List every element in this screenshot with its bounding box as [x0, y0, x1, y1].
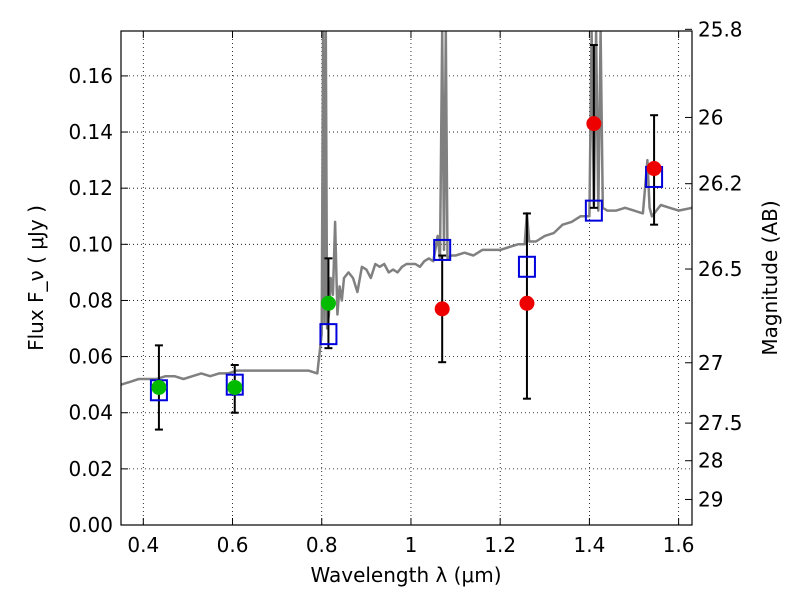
- model-point-square: [319, 323, 338, 346]
- observed-point: [434, 301, 450, 317]
- x-tick-label: 1: [405, 533, 418, 557]
- axis-ticks: 0.4 0.6 0.8 1 1.2 1.4 1.6 0.00 0.02 0.04 0.06 0.08 0…: [68, 17, 742, 557]
- y-tick-label: 0.08: [68, 288, 113, 312]
- data-markers: [149, 44, 664, 431]
- y-axis-label: Flux F_ν ( μJy ): [24, 205, 48, 351]
- right-tick-label: 26: [698, 105, 723, 129]
- y-tick-label: 0.06: [68, 345, 113, 369]
- x-tick-label: 1.4: [573, 533, 605, 557]
- y-tick-label: 0.02: [68, 457, 113, 481]
- y-tick-label: 0.12: [68, 176, 113, 200]
- model-point-square: [433, 238, 452, 261]
- x-tick-label: 1.6: [663, 533, 695, 557]
- right-tick-label: 26.2: [698, 172, 743, 196]
- y-tick-label: 0.00: [68, 513, 113, 537]
- y-tick-label: 0.14: [68, 120, 113, 144]
- y-tick-label: 0.16: [68, 64, 113, 88]
- observed-point: [320, 295, 336, 311]
- x-tick-label: 0.4: [127, 533, 159, 557]
- x-tick-label: 1.2: [484, 533, 516, 557]
- right-tick-label: 27: [698, 351, 723, 375]
- right-tick-label: 26.5: [698, 257, 743, 281]
- observed-point: [586, 116, 602, 132]
- model-point-square: [517, 255, 536, 278]
- right-tick-label: 28: [698, 449, 723, 473]
- model-point-square: [584, 199, 603, 222]
- x-tick-label: 0.8: [306, 533, 338, 557]
- plot-frame: [120, 30, 693, 526]
- x-tick-label: 0.6: [217, 533, 249, 557]
- y-tick-label: 0.04: [68, 401, 113, 425]
- right-tick-label: 27.5: [698, 411, 743, 435]
- observed-point: [151, 379, 167, 395]
- y-tick-label: 0.10: [68, 232, 113, 256]
- observed-point: [519, 295, 535, 311]
- observed-point: [646, 161, 662, 177]
- observed-point: [227, 379, 243, 395]
- right-axis-label: Magnitude (AB): [758, 200, 782, 355]
- right-tick-label: 29: [698, 487, 723, 511]
- right-tick-label: 25.8: [698, 17, 743, 41]
- x-axis-label: Wavelength λ (μm): [310, 563, 501, 587]
